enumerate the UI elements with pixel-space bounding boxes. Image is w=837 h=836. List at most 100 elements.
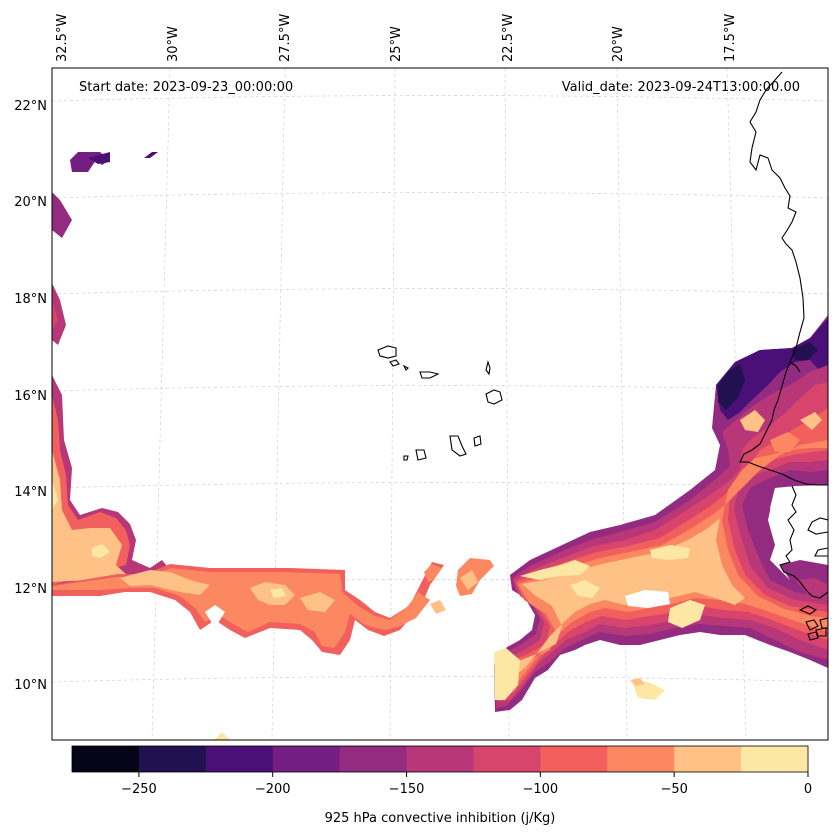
coastlines — [739, 71, 828, 641]
graticule — [52, 68, 828, 740]
colorbar-tick-label: 0 — [804, 782, 812, 797]
lon-label-20w: 20°W — [611, 26, 626, 62]
parallel-18n — [52, 288, 828, 295]
bissau-islands — [815, 627, 827, 637]
colorbar-tick-label: −100 — [523, 782, 559, 797]
brava-island — [403, 455, 409, 461]
contour-patch — [214, 732, 230, 740]
parallel-22n — [52, 95, 828, 102]
coast-inlet — [814, 547, 828, 557]
contour-band — [52, 568, 430, 648]
west-africa-coast — [739, 71, 828, 486]
colorbar-swatch — [272, 746, 341, 772]
contour-patch — [632, 682, 665, 700]
contour-band — [460, 570, 478, 590]
colorbar-swatch — [339, 746, 408, 772]
contour-band — [120, 570, 210, 595]
contour-band — [718, 364, 745, 410]
boa-vista-island — [485, 389, 503, 405]
longitude-labels: 32.5°W 30°W 27.5°W 25°W 22.5°W 20°W 17.5… — [55, 14, 738, 62]
latitude-labels: 22°N 20°N 18°N 16°N 14°N 12°N 10°N — [14, 99, 47, 693]
contour-patch — [52, 192, 72, 238]
cin-contours — [52, 152, 828, 740]
contour-band — [716, 318, 828, 420]
sao-vicente-island — [389, 359, 400, 367]
contour-band — [520, 560, 590, 580]
map-frame — [51, 67, 829, 741]
contour-patch — [630, 678, 645, 686]
sao-nicolau-island — [419, 371, 440, 379]
fogo-island — [415, 449, 427, 461]
colorbar-swatches — [72, 746, 809, 772]
contour-band — [270, 588, 286, 598]
colorbar-frame — [71, 745, 809, 773]
lon-label-22-5w: 22.5°W — [501, 14, 516, 62]
santa-luzia-island — [402, 364, 409, 371]
lon-label-25w: 25°W — [389, 26, 404, 62]
start-date-label: Start date: 2023-09-23_00:00:00 — [79, 80, 293, 95]
colorbar-title: 925 hPa convective inhibition (j/Kg) — [325, 811, 556, 826]
bissau-islands — [807, 631, 819, 641]
colorbar-tick-label: −250 — [121, 782, 157, 797]
contour-band — [795, 578, 828, 600]
parallel-20n — [52, 192, 828, 199]
colorbar-swatch — [473, 746, 541, 772]
contour-band — [494, 648, 520, 700]
meridian-22-5w — [504, 68, 510, 740]
lat-label-10n: 10°N — [14, 678, 47, 693]
contour-band — [650, 545, 690, 560]
contour-band — [430, 600, 446, 614]
colorbar-swatch — [540, 746, 608, 772]
meridian-27-5w — [271, 68, 286, 740]
valid-date-label: Valid_date: 2023-09-24T13:00:00.00 — [562, 80, 800, 95]
lat-label-18n: 18°N — [14, 292, 47, 307]
contour-patch — [144, 152, 158, 158]
bissau-islands — [798, 605, 818, 615]
gambia-coast — [779, 485, 801, 583]
meridian-25w — [389, 68, 396, 740]
bissau-islands — [819, 617, 828, 629]
lon-label-32-5w: 32.5°W — [55, 14, 70, 62]
santiago-island — [449, 435, 467, 457]
colorbar-swatch — [138, 746, 207, 772]
contour-band — [668, 600, 705, 628]
lat-label-16n: 16°N — [14, 389, 47, 404]
contour-band — [792, 342, 818, 360]
parallel-14n — [52, 482, 828, 489]
lat-label-22n: 22°N — [14, 99, 47, 114]
contour-band — [504, 518, 745, 680]
parallel-10n — [52, 676, 828, 683]
colorbar-swatch — [607, 746, 675, 772]
contour-gap — [768, 485, 828, 560]
coast-strip — [789, 361, 801, 373]
colorbar-swatch — [205, 746, 274, 772]
colorbar-swatch — [72, 746, 140, 772]
colorbar: −250 −200 −150 −100 −50 0 925 hPa convec… — [71, 745, 812, 826]
contour-band — [205, 605, 225, 628]
colorbar-tick-label: −50 — [660, 782, 687, 797]
contour-band — [300, 592, 335, 612]
coast-inlet — [807, 517, 828, 535]
contour-patch — [88, 152, 110, 164]
sal-island — [485, 360, 491, 376]
maio-island — [473, 435, 482, 447]
santo-antao-island — [377, 345, 397, 359]
contour-band — [52, 480, 58, 510]
colorbar-swatch — [741, 746, 809, 772]
lat-label-14n: 14°N — [14, 485, 47, 500]
contour-band — [92, 544, 110, 558]
parallel-16n — [52, 385, 828, 392]
contour-band — [800, 412, 822, 430]
contour-band — [424, 564, 442, 582]
contour-band — [570, 580, 600, 598]
colorbar-ticks — [138, 772, 809, 777]
contour-band — [625, 590, 670, 608]
colorbar-swatch — [674, 746, 742, 772]
guinea-bissau-coast — [799, 581, 828, 599]
contour-band — [770, 432, 800, 452]
meridian-30w — [151, 68, 171, 740]
lon-label-30w: 30°W — [166, 26, 181, 62]
colorbar-tick-label: −200 — [255, 782, 291, 797]
lat-label-12n: 12°N — [14, 582, 47, 597]
